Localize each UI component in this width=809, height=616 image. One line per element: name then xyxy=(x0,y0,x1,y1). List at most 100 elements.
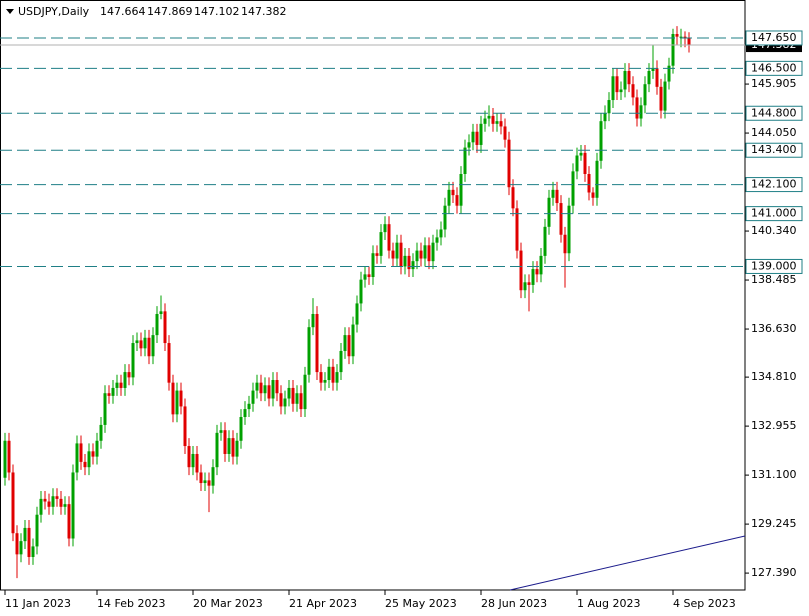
candle-body xyxy=(191,453,195,468)
candle-body xyxy=(143,337,147,349)
candle-body xyxy=(139,340,143,349)
menu-arrow[interactable] xyxy=(6,9,14,14)
header-open: 147.664 xyxy=(100,5,146,18)
candle-body xyxy=(671,34,675,66)
candle-body xyxy=(235,440,239,457)
candle-body xyxy=(607,100,611,114)
candle-body xyxy=(583,152,587,175)
plot-frame xyxy=(0,0,746,591)
candle-body xyxy=(83,461,87,468)
candle-body xyxy=(499,121,503,127)
candle-body xyxy=(371,253,375,278)
candle-body xyxy=(391,250,395,259)
candle-body xyxy=(183,406,187,447)
y-tick-label: 134.810 xyxy=(751,370,797,383)
candle-body xyxy=(559,203,563,235)
candle-body xyxy=(479,123,483,145)
candle-body xyxy=(239,416,243,441)
candle-body xyxy=(447,189,451,206)
candle-body xyxy=(475,131,479,145)
candle-body xyxy=(55,496,59,499)
candle-body xyxy=(635,97,639,119)
candle-body xyxy=(543,226,547,256)
candle-body xyxy=(131,343,135,378)
candle-body xyxy=(623,70,627,90)
candle-body xyxy=(419,250,423,259)
candle-body xyxy=(343,335,347,351)
candle-body xyxy=(615,76,619,93)
candle-body xyxy=(355,303,359,325)
candle-body xyxy=(175,390,179,415)
candle-body xyxy=(427,245,431,262)
candle-body xyxy=(379,232,383,256)
candle-body xyxy=(231,438,235,457)
y-tick-label: 136.630 xyxy=(751,322,797,335)
candle-body xyxy=(135,340,139,344)
y-tick-label: 132.955 xyxy=(751,419,797,432)
candle-body xyxy=(387,224,391,251)
y-tick-label: 127.390 xyxy=(751,566,797,579)
candle-body xyxy=(603,113,607,122)
candle-body xyxy=(599,121,603,161)
x-tick-label: 11 Jan 2023 xyxy=(5,597,71,610)
candle-body xyxy=(311,313,315,328)
candle-body xyxy=(327,366,331,381)
candle-body xyxy=(179,390,183,407)
candle-body xyxy=(683,36,687,38)
y-tick-label: 129.245 xyxy=(751,517,797,530)
candle-body xyxy=(679,36,683,38)
candle-body xyxy=(255,382,259,391)
candle-body xyxy=(271,380,275,399)
candle-body xyxy=(483,118,487,124)
candle-body xyxy=(203,480,207,484)
candle-body xyxy=(487,115,491,119)
level-label: 144.800 xyxy=(751,106,797,119)
candle-body xyxy=(243,409,247,417)
candle-body xyxy=(667,65,671,82)
candle-body xyxy=(219,430,223,433)
y-tick-label: 131.100 xyxy=(751,468,797,481)
candle-body xyxy=(31,546,35,557)
candle-body xyxy=(79,443,83,462)
candle-body xyxy=(367,274,371,278)
candle-body xyxy=(555,189,559,204)
candle-body xyxy=(263,385,267,394)
candle-body xyxy=(639,105,643,119)
candle-body xyxy=(215,432,219,468)
y-tick-label: 144.050 xyxy=(751,126,797,139)
candle-body xyxy=(227,438,231,454)
candle-body xyxy=(103,393,107,425)
candle-body xyxy=(643,84,647,106)
candle-body xyxy=(527,282,531,285)
candle-body xyxy=(411,261,415,270)
candle-body xyxy=(251,390,255,404)
candle-body xyxy=(171,382,175,415)
candle-body xyxy=(279,393,283,407)
level-label: 147.650 xyxy=(751,31,797,44)
candle-body xyxy=(507,139,511,188)
candle-body xyxy=(687,37,691,46)
candle-body xyxy=(15,533,19,555)
level-label-box xyxy=(745,105,803,121)
candle-body xyxy=(399,242,403,267)
candle-body xyxy=(339,350,343,373)
candle-body xyxy=(155,313,159,336)
x-tick-label: 25 May 2023 xyxy=(385,597,457,610)
candle-body xyxy=(443,205,447,230)
candle-body xyxy=(519,250,523,291)
candle-body xyxy=(23,527,27,542)
candle-body xyxy=(11,472,15,534)
candle-body xyxy=(75,443,79,473)
candle-body xyxy=(95,440,99,457)
candle-body xyxy=(35,514,39,547)
candle-body xyxy=(127,372,131,378)
candle-body xyxy=(503,126,507,140)
x-tick-label: 1 Aug 2023 xyxy=(577,597,640,610)
candle-body xyxy=(151,335,155,357)
candle-body xyxy=(471,131,475,143)
candle-body xyxy=(195,453,199,473)
x-tick-label: 4 Sep 2023 xyxy=(673,597,736,610)
level-label: 142.100 xyxy=(751,178,797,191)
candle-body xyxy=(591,192,595,198)
